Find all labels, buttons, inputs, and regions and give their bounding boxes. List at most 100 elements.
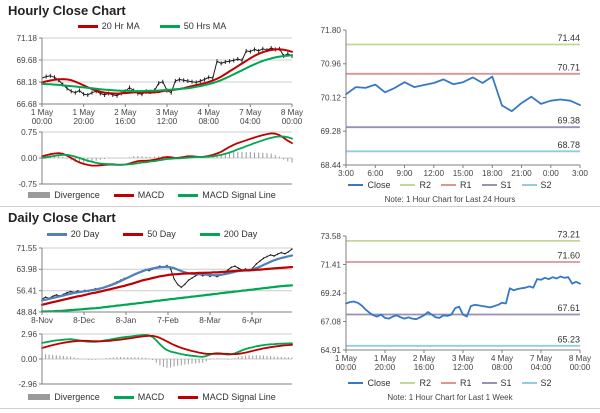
legend-item-macd: MACD xyxy=(113,190,165,200)
legend-item-s2: S2 xyxy=(521,378,552,388)
legend-item-macd-signal: MACD Signal Line xyxy=(178,190,276,200)
legend-item-200day: 200 Day xyxy=(199,229,258,239)
pivot-24h-chart: 71.80 70.96 70.12 69.28 68.44 71.44 70.71 69.38… xyxy=(321,26,589,178)
legend-label: MACD Signal Line xyxy=(202,190,276,200)
svg-text:71.55: 71.55 xyxy=(17,244,38,253)
legend-label: MACD xyxy=(137,190,165,200)
svg-text:2 May: 2 May xyxy=(114,108,137,117)
pivot-24h-legend: Close R2 R1 S1 S2 xyxy=(308,180,592,190)
legend-label: S2 xyxy=(540,378,552,388)
section-divider xyxy=(0,206,600,207)
legend-item-r1: R1 xyxy=(440,378,472,388)
legend-item-close: Close xyxy=(348,180,390,190)
legend-label: 20 Hr MA xyxy=(101,21,140,31)
r2-line-swatch xyxy=(400,382,416,384)
svg-text:64.91: 64.91 xyxy=(321,346,342,355)
svg-text:7 May: 7 May xyxy=(530,354,553,363)
svg-text:73.21: 73.21 xyxy=(557,229,580,239)
svg-text:68.44: 68.44 xyxy=(321,161,342,170)
divergence-bar-swatch xyxy=(28,394,51,400)
legend-label: MACD xyxy=(137,392,165,402)
svg-text:8-Jan: 8-Jan xyxy=(116,316,137,325)
legend-label: Close xyxy=(367,378,391,388)
legend-label: R2 xyxy=(419,180,431,190)
legend-label: 50 Hrs MA xyxy=(183,21,227,31)
legend-item-50hr-ma: 50 Hrs MA xyxy=(159,21,227,31)
svg-text:71.80: 71.80 xyxy=(321,26,342,35)
legend-label: 200 Day xyxy=(223,229,258,239)
svg-text:6:00: 6:00 xyxy=(367,169,383,178)
svg-text:3:00: 3:00 xyxy=(338,169,354,178)
legend-item-s2: S2 xyxy=(521,180,552,190)
svg-text:71.18: 71.18 xyxy=(17,34,38,43)
svg-text:20:00: 20:00 xyxy=(73,117,94,126)
legend-label: MACD Signal Line xyxy=(202,392,276,402)
r1-line-swatch xyxy=(440,382,456,384)
legend-item-divergence: Divergence xyxy=(28,392,100,402)
daily-chart-title: Daily Close Chart xyxy=(8,210,116,225)
svg-text:48.84: 48.84 xyxy=(17,308,38,317)
legend-item-macd-signal: MACD Signal Line xyxy=(178,392,276,402)
close-line-swatch xyxy=(348,184,364,186)
svg-text:71.60: 71.60 xyxy=(557,251,580,261)
svg-text:71.44: 71.44 xyxy=(557,33,580,43)
svg-text:-2.96: -2.96 xyxy=(18,380,37,389)
svg-text:04:00: 04:00 xyxy=(240,117,261,126)
r2-line-swatch xyxy=(400,184,416,186)
legend-label: R1 xyxy=(459,378,472,388)
svg-text:8 May: 8 May xyxy=(281,108,304,117)
svg-text:4 May: 4 May xyxy=(491,354,514,363)
legend-label: S1 xyxy=(500,378,512,388)
svg-text:21:00: 21:00 xyxy=(511,169,532,178)
svg-text:70.71: 70.71 xyxy=(557,62,580,72)
svg-text:00:00: 00:00 xyxy=(32,117,53,126)
svg-text:7-Feb: 7-Feb xyxy=(157,316,179,325)
svg-text:69.68: 69.68 xyxy=(17,56,38,65)
legend-label: 50 Day xyxy=(147,229,176,239)
legend-item-macd: MACD xyxy=(113,392,165,402)
svg-text:0.75: 0.75 xyxy=(21,128,37,137)
close-line-swatch xyxy=(348,382,364,384)
svg-text:8 May: 8 May xyxy=(569,354,592,363)
svg-text:65.23: 65.23 xyxy=(557,334,580,344)
svg-text:-0.75: -0.75 xyxy=(18,180,37,189)
hourly-ma-legend: 20 Hr MA 50 Hrs MA xyxy=(8,21,296,31)
bottom-divider xyxy=(0,408,600,409)
svg-text:15:00: 15:00 xyxy=(453,169,474,178)
svg-text:8-Mar: 8-Mar xyxy=(199,316,221,325)
svg-text:08:00: 08:00 xyxy=(492,363,513,372)
daily-close-chart: 71.55 63.98 56.41 48.848-Nov 8-Dec 8-Jan 7-Feb… xyxy=(17,244,294,325)
legend-item-r1: R1 xyxy=(440,180,472,190)
svg-text:12:00: 12:00 xyxy=(157,117,178,126)
legend-label: S2 xyxy=(540,180,552,190)
svg-text:69.24: 69.24 xyxy=(321,289,342,298)
legend-item-close: Close xyxy=(348,378,390,388)
svg-text:69.28: 69.28 xyxy=(321,127,342,136)
200day-line-swatch xyxy=(199,232,220,236)
svg-text:00:00: 00:00 xyxy=(282,117,303,126)
svg-text:0.00: 0.00 xyxy=(21,154,37,163)
hourly-chart-title: Hourly Close Chart xyxy=(8,3,126,18)
svg-text:3 May: 3 May xyxy=(156,108,179,117)
svg-text:16:00: 16:00 xyxy=(115,117,136,126)
s1-line-swatch xyxy=(481,382,497,384)
legend-item-divergence: Divergence xyxy=(28,190,100,200)
daily-macd-chart: 2.96 0.00 -2.96 xyxy=(18,330,293,389)
svg-text:66.68: 66.68 xyxy=(17,100,38,109)
svg-text:9:00: 9:00 xyxy=(397,169,413,178)
pivot-24h-note: Note: 1 Hour Chart for Last 24 Hours xyxy=(384,195,516,204)
s2-line-swatch xyxy=(521,184,537,186)
20day-line-swatch xyxy=(46,232,67,236)
svg-text:4 May: 4 May xyxy=(198,108,221,117)
svg-text:20:00: 20:00 xyxy=(375,363,396,372)
svg-text:6-Apr: 6-Apr xyxy=(242,316,262,325)
legend-item-20hr-ma: 20 Hr MA xyxy=(77,21,140,31)
svg-text:70.96: 70.96 xyxy=(321,60,342,69)
pivot-1week-chart: 73.58 71.41 69.24 67.08 64.91 73.21 71.60 67.61… xyxy=(321,229,593,372)
svg-text:63.98: 63.98 xyxy=(17,265,38,274)
macd-line-swatch xyxy=(113,395,134,399)
svg-text:3 May: 3 May xyxy=(452,354,475,363)
svg-text:73.58: 73.58 xyxy=(321,232,342,241)
